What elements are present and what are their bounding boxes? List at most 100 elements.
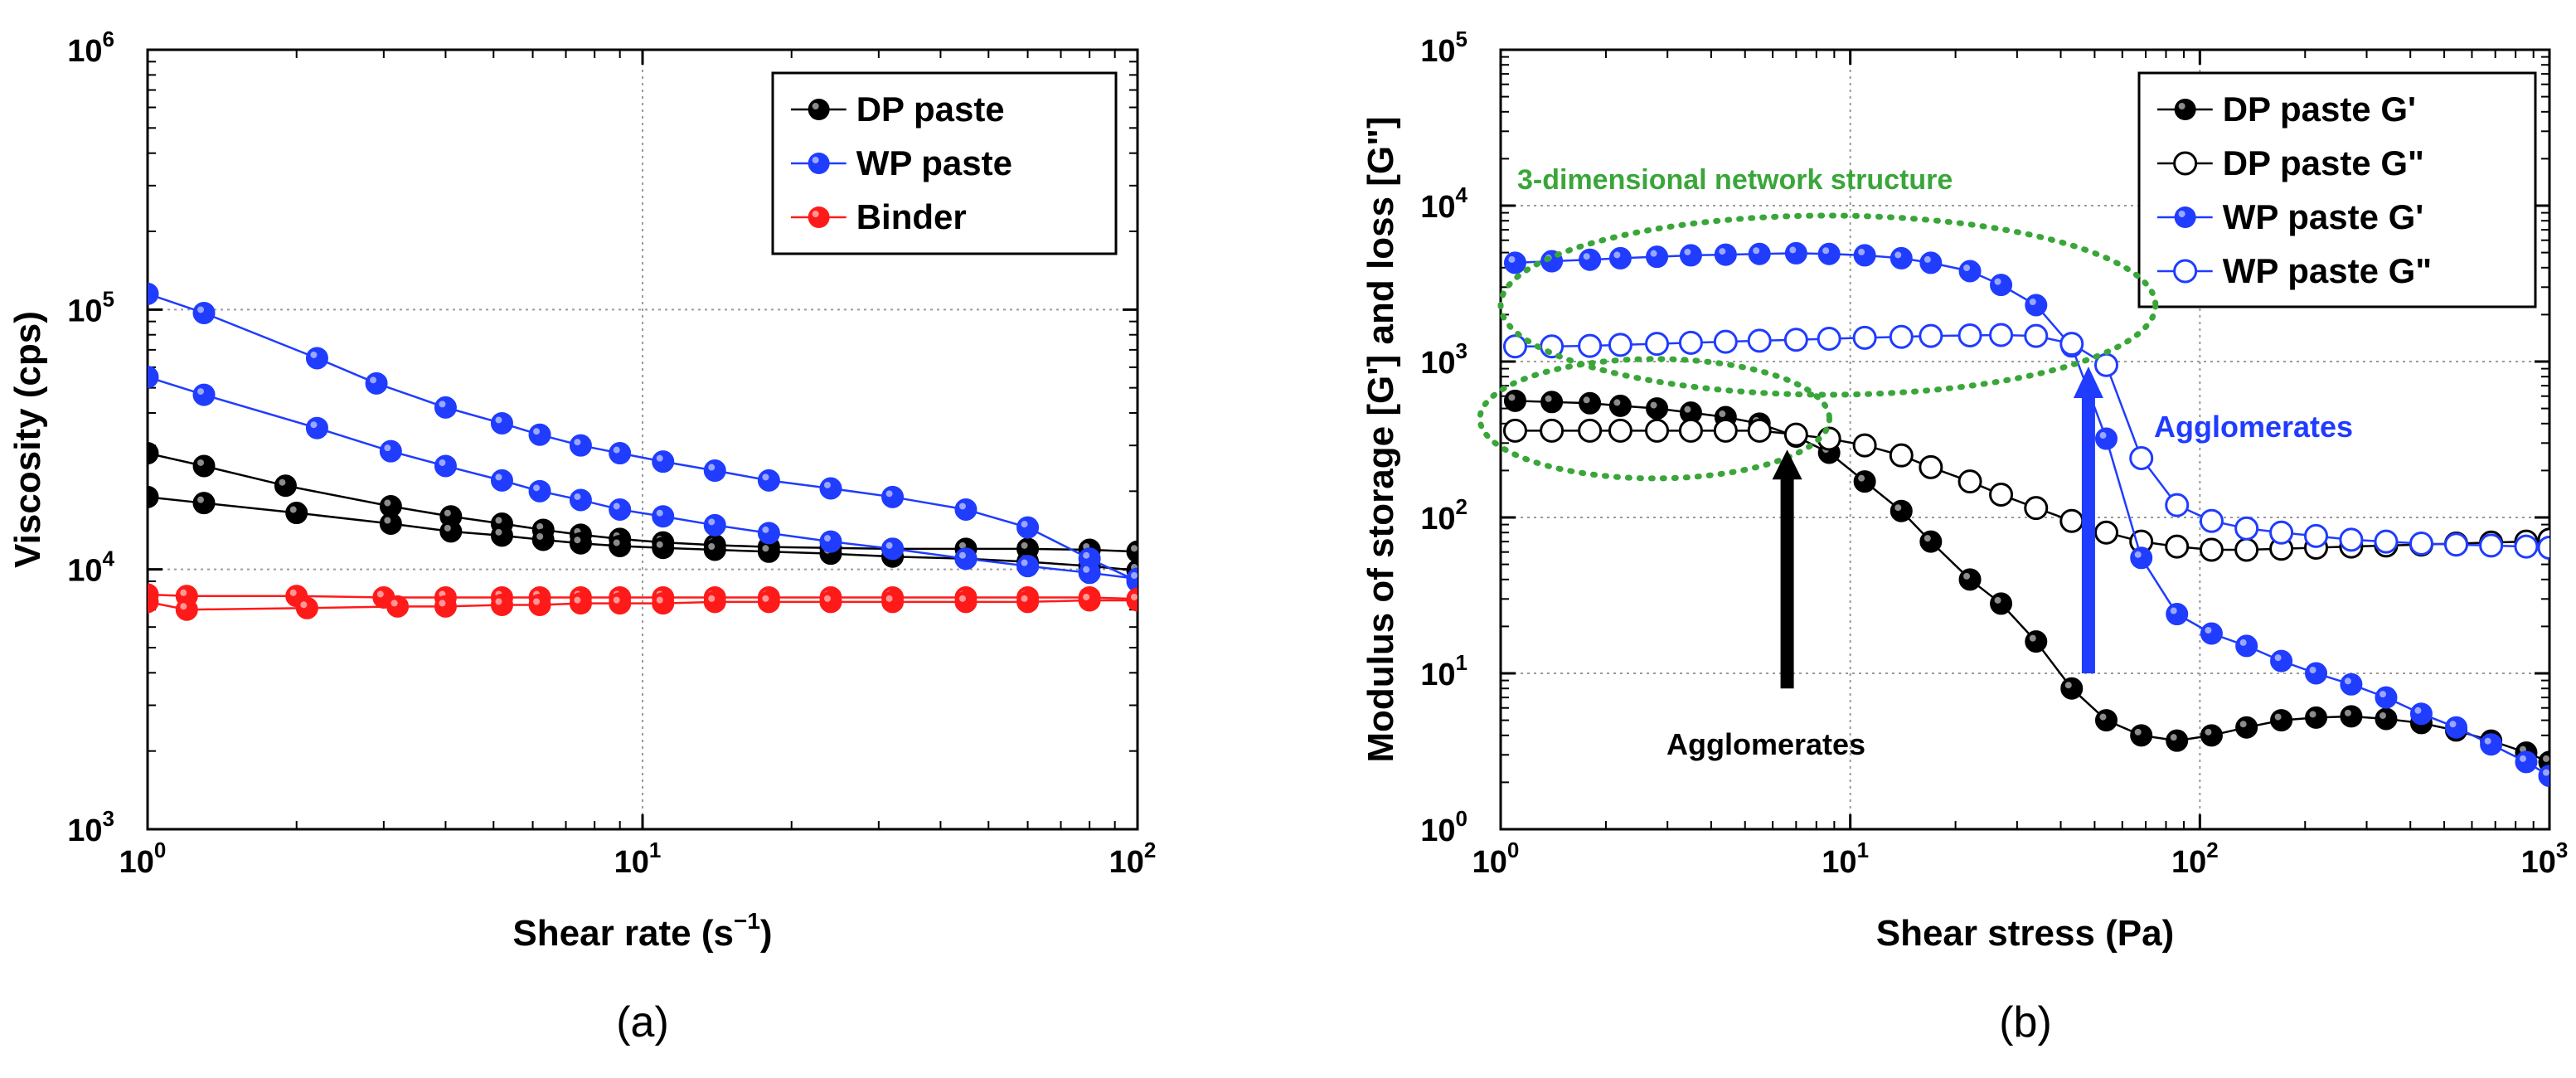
data-point-highlight <box>1613 399 1621 406</box>
data-point <box>703 590 726 614</box>
data-point-highlight <box>958 503 966 510</box>
data-point <box>1540 418 1565 443</box>
data-point-highlight <box>495 416 502 424</box>
data-point <box>2129 446 2154 471</box>
data-point-highlight <box>958 595 966 602</box>
legend-label: WP paste G" <box>2223 251 2433 290</box>
data-point-highlight <box>2274 713 2282 721</box>
data-point <box>2235 634 2258 658</box>
data-point-highlight <box>762 473 769 481</box>
data-point <box>2199 537 2224 562</box>
data-point-highlight <box>762 595 769 602</box>
y-tick-base: 10 <box>1420 813 1455 848</box>
legend-marker <box>2173 259 2198 284</box>
data-point-highlight <box>1924 255 1931 263</box>
legend-marker-highlight <box>812 211 819 217</box>
data-point <box>2234 516 2259 541</box>
data-point-highlight <box>197 496 205 503</box>
y-tick-exp: 4 <box>1456 182 1468 207</box>
data-point-highlight <box>656 509 663 517</box>
data-point-highlight <box>1021 541 1028 549</box>
data-point-highlight <box>197 459 205 466</box>
legend-marker <box>808 99 830 120</box>
data-point <box>490 524 513 547</box>
plot-frame <box>146 48 1139 831</box>
data-point <box>1646 245 1669 269</box>
legend-marker <box>2173 151 2198 176</box>
data-point <box>2234 537 2259 562</box>
data-point-highlight <box>1963 265 1971 272</box>
x-tick-exp: 1 <box>1857 838 1869 862</box>
data-point-highlight <box>823 535 831 542</box>
data-point-highlight <box>536 522 544 530</box>
data-point <box>1747 328 1772 353</box>
data-point-highlight <box>958 541 966 549</box>
data-point-highlight <box>495 598 502 605</box>
data-point-highlight <box>1858 474 1865 482</box>
data-point <box>386 595 410 618</box>
data-point-highlight <box>1583 396 1590 404</box>
x-tick-label: 102 <box>1109 838 1157 880</box>
data-point <box>2094 709 2118 732</box>
legend-label: DP paste <box>856 90 1005 129</box>
data-point <box>305 347 328 370</box>
data-point <box>609 442 632 465</box>
data-point <box>528 423 551 446</box>
y-tick-exp: 6 <box>103 27 114 51</box>
data-point-highlight <box>1083 551 1090 559</box>
data-point-highlight <box>574 493 581 500</box>
plot-frame <box>1499 48 2551 831</box>
legend-label: DP paste G' <box>2223 90 2416 129</box>
data-point <box>1502 334 1527 359</box>
y-tick-base: 10 <box>67 554 102 589</box>
agglomerates-arrowhead-blue <box>2073 367 2103 398</box>
data-point-highlight <box>370 376 377 384</box>
network-ellipse-dp <box>1477 356 1833 482</box>
x-tick-base: 10 <box>1822 845 1856 880</box>
x-tick-base: 10 <box>1109 845 1144 880</box>
y-tick-exp: 3 <box>103 806 114 831</box>
data-point-highlight <box>310 421 318 429</box>
data-point-highlight <box>708 518 716 526</box>
data-point <box>1540 391 1564 414</box>
data-point-highlight <box>2379 711 2386 719</box>
data-point <box>175 598 198 621</box>
data-point-highlight <box>1684 248 1691 255</box>
data-point <box>528 479 551 503</box>
data-point <box>2305 706 2328 729</box>
data-point <box>569 592 592 615</box>
y-tick-exp: 1 <box>1456 650 1467 675</box>
data-point <box>490 411 513 435</box>
data-point <box>1016 590 1040 614</box>
data-point <box>569 532 592 555</box>
data-point <box>1990 592 2013 615</box>
data-point-highlight <box>310 351 318 358</box>
data-point-highlight <box>2170 607 2177 614</box>
y-tick-base: 10 <box>1420 658 1455 692</box>
data-point-highlight <box>2543 755 2549 762</box>
y-tick-exp: 3 <box>1456 338 1467 363</box>
x-tick-base: 10 <box>2521 845 2556 880</box>
y-tick-base: 10 <box>67 813 102 848</box>
data-point <box>1078 589 1101 612</box>
data-point <box>2166 603 2189 626</box>
data-point-highlight <box>197 388 205 396</box>
data-point-highlight <box>1994 596 2001 604</box>
agglomerates-label-blue: Agglomerates <box>2154 410 2353 444</box>
x-tick-label: 101 <box>614 838 662 880</box>
legend-marker-highlight <box>812 103 819 109</box>
data-point <box>295 596 318 619</box>
y-tick-exp: 2 <box>1456 494 1467 519</box>
y-tick-label: 103 <box>67 806 114 848</box>
data-point <box>1646 397 1669 420</box>
data-point-highlight <box>1131 572 1138 580</box>
y-tick-label: 102 <box>1420 494 1467 537</box>
data-point <box>2480 733 2503 756</box>
data-point <box>1889 324 1914 349</box>
data-point <box>2375 686 2398 709</box>
data-point-highlight <box>279 478 286 486</box>
data-point-highlight <box>439 600 446 607</box>
